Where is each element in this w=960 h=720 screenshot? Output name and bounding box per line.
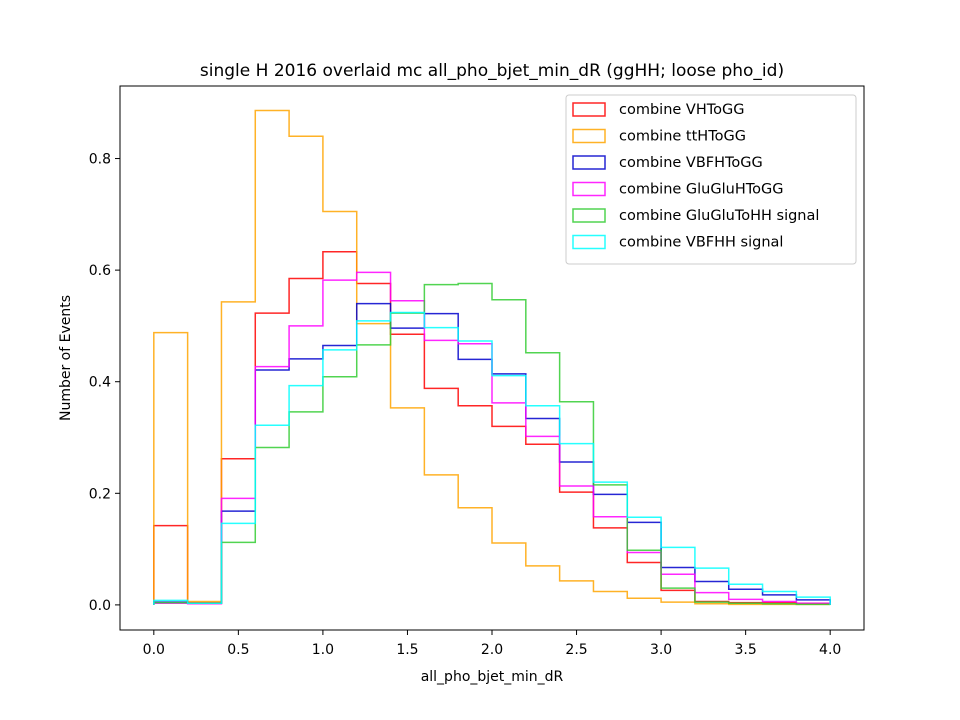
y-axis: 0.0 0.2 0.4 0.6 0.8 [89, 152, 120, 614]
legend-swatch [572, 208, 606, 223]
series-layer [153, 109, 831, 606]
series-line-6 [153, 311, 831, 605]
y-tick-label: 0.4 [89, 375, 111, 391]
legend-swatch [572, 181, 606, 197]
legend-label: combine ttHToGG [619, 129, 746, 145]
y-tick-label: 0.8 [89, 152, 111, 168]
series-line-2 [153, 109, 831, 606]
legend-swatch [572, 234, 606, 250]
x-tick-label: 0.5 [227, 642, 249, 658]
legend-swatch [572, 102, 606, 117]
x-tick-label: 2.0 [481, 642, 503, 658]
x-tick-label: 3.0 [650, 642, 672, 658]
y-axis-title: Number of Events [58, 295, 74, 421]
x-tick-label: 3.5 [735, 642, 757, 658]
x-axis: 0.0 0.5 1.0 1.5 2.0 2.5 3.0 3.5 4.0 [143, 630, 841, 658]
legend-box [565, 94, 857, 265]
x-tick-label: 1.5 [396, 642, 418, 658]
x-tick-label: 4.0 [819, 642, 841, 658]
x-tick-label: 1.0 [312, 642, 334, 658]
x-tick-label: 0.0 [143, 642, 165, 658]
legend-label: combine VBFHToGG [619, 155, 763, 171]
legend: combine VHToGG combine ttHToGG combine VBF… [565, 94, 857, 265]
x-axis-title: all_pho_bjet_min_dR [421, 669, 564, 685]
y-tick-label: 0.6 [89, 263, 111, 279]
legend-swatch [572, 155, 606, 170]
legend-label: combine VHToGG [619, 102, 744, 118]
legend-label: combine VBFHH signal [619, 235, 783, 251]
x-tick-label: 2.5 [565, 642, 587, 658]
chart-title: single H 2016 overlaid mc all_pho_bjet_m… [200, 61, 784, 81]
legend-label: combine GluGluToHH signal [619, 208, 819, 224]
legend-swatch [572, 128, 606, 144]
y-tick-label: 0.0 [89, 598, 111, 614]
legend-label: combine GluGluHToGG [619, 182, 783, 198]
y-tick-label: 0.2 [89, 486, 111, 502]
